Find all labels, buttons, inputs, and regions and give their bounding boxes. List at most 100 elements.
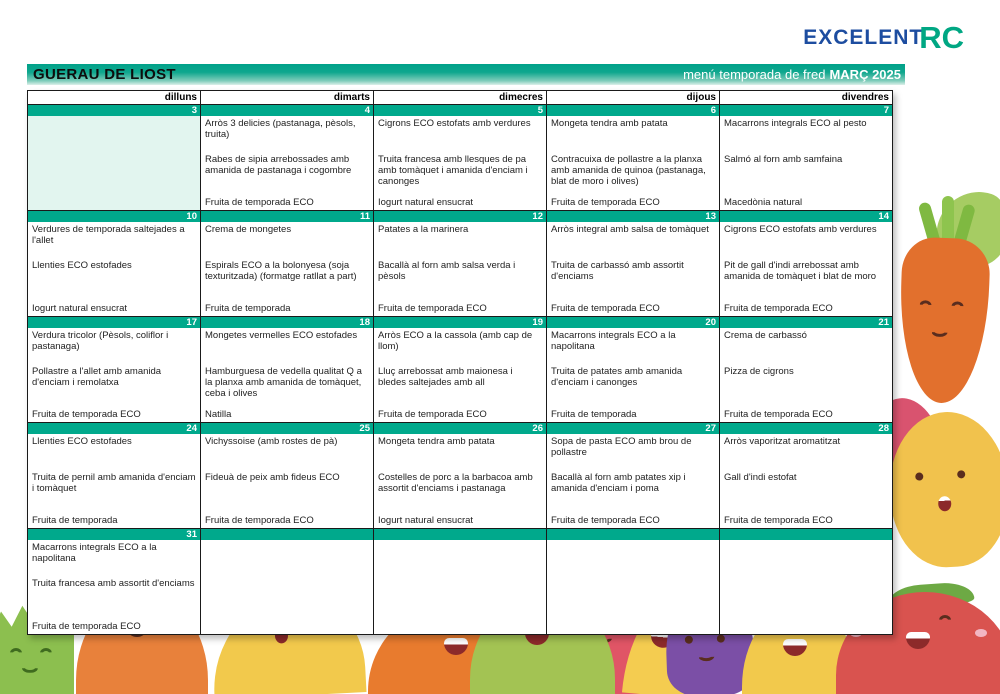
menu-item-first-course: Patates a la marinera [378, 224, 469, 235]
mouth-icon [905, 631, 930, 649]
menu-item-dessert: Iogurt natural ensucrat [378, 196, 474, 208]
menu-calendar-table: dilluns dimarts dimecres dijous divendres 3 4 5… [27, 90, 893, 635]
menu-item-dessert: Fruita de temporada ECO [551, 302, 660, 314]
date-cell: 26 [373, 422, 547, 434]
mouth-icon [128, 632, 145, 638]
day-menu-cell: Macarrons integrals ECO al pesto Salmó al… [719, 116, 893, 211]
day-menu-cell: Mongeta tendra amb patata Costelles de po… [373, 434, 547, 529]
menu-item-first-course: Macarrons integrals ECO al pesto [724, 118, 867, 129]
eye-icon [939, 614, 952, 620]
date-cell: 18 [200, 316, 374, 328]
day-menu-cell: Sopa de pasta ECO amb brou de pollastre B… [546, 434, 720, 529]
menu-item-dessert: Fruita de temporada ECO [724, 514, 833, 526]
menu-item-first-course [32, 118, 196, 154]
logo-text-green: RC [919, 20, 964, 55]
date-cell: 6 [546, 104, 720, 116]
menu-item-first-course: Arròs 3 delicies (pastanaga, pèsols, tru… [205, 118, 356, 141]
day-header: dimecres [373, 90, 547, 105]
menu-item-second-course [205, 578, 369, 632]
menu-item-first-course: Mongeta tendra amb patata [551, 118, 668, 129]
menu-item-dessert: Fruita de temporada ECO [378, 302, 487, 314]
menu-item-second-course: Truita de pernil amb amanida d'enciam i … [32, 472, 196, 495]
date-cell: 24 [27, 422, 201, 434]
menu-item-dessert: Fruita de temporada [32, 514, 118, 526]
menu-item-second-course: Gall d'indi estofat [724, 472, 797, 483]
eye-icon [915, 472, 924, 481]
school-name: GUERAU DE LIOST [33, 66, 176, 83]
day-menu-cell: Llenties ECO estofades Truita de pernil a… [27, 434, 201, 529]
day-menu-cell: Arròs 3 delicies (pastanaga, pèsols, tru… [200, 116, 374, 211]
menu-item-dessert: Iogurt natural ensucrat [378, 514, 474, 526]
date-cell [546, 528, 720, 540]
menu-item-first-course: Arròs integral amb salsa de tomàquet [551, 224, 709, 235]
day-menu-cell: Arròs ECO a la cassola (amb cap de llom)… [373, 328, 547, 423]
menu-item-first-course: Verdures de temporada saltejades a l'all… [32, 224, 185, 247]
menu-row: Llenties ECO estofades Truita de pernil a… [27, 434, 893, 529]
menu-item-second-course: Bacallà al forn amb patates xip i amanid… [551, 472, 686, 495]
date-cell: 3 [27, 104, 201, 116]
date-row: 31 [27, 528, 893, 540]
day-menu-cell: Arròs vaporitzat aromatitzat Gall d'indi … [719, 434, 893, 529]
date-cell: 25 [200, 422, 374, 434]
menu-item-second-course: Contracuixa de pollastre a la planxa amb… [551, 154, 706, 188]
menu-item-first-course: Crema de mongetes [205, 224, 292, 235]
day-menu-cell [719, 540, 893, 635]
menu-item-second-course: Truita francesa amb assortit d'enciams [32, 578, 195, 589]
menu-item-dessert: Macedònia natural [724, 196, 803, 208]
eye-icon [716, 633, 726, 643]
logo-text-blue: EXCELENT [803, 26, 924, 49]
day-menu-cell: Verdura tricolor (Pèsols, coliflor i pas… [27, 328, 201, 423]
menu-item-dessert: Fruita de temporada ECO [32, 408, 141, 420]
day-header: dimarts [200, 90, 374, 105]
day-menu-cell: Cigrons ECO estofats amb verdures Truita … [373, 116, 547, 211]
menu-item-second-course: Bacallà al forn amb salsa verda i pèsols [378, 260, 516, 283]
date-row: 17 18 19 20 21 [27, 316, 893, 328]
day-header: divendres [719, 90, 893, 105]
menu-item-first-course: Vichyssoise (amb rostes de pà) [205, 436, 338, 447]
menu-item-second-course: Truita francesa amb llesques de pa amb t… [378, 154, 528, 188]
cheek-icon [974, 629, 987, 638]
date-cell: 19 [373, 316, 547, 328]
date-cell [373, 528, 547, 540]
menu-item-first-course [205, 542, 369, 578]
date-cell: 7 [719, 104, 893, 116]
menu-item-second-course: Rabes de sipia arrebossades amb amanida … [205, 154, 352, 177]
apple-yellow-character-right [886, 409, 1000, 570]
date-cell: 17 [27, 316, 201, 328]
menu-item-second-course: Hamburguesa de vedella qualitat Q a la p… [205, 366, 362, 400]
menu-item-dessert: Fruita de temporada ECO [724, 408, 833, 420]
date-cell: 28 [719, 422, 893, 434]
menu-item-first-course: Verdura tricolor (Pèsols, coliflor i pas… [32, 330, 169, 353]
menu-subtitle-season: menú temporada de fred [683, 67, 826, 82]
menu-item-first-course: Macarrons integrals ECO a la napolitana [551, 330, 676, 353]
menu-item-first-course: Crema de carbassó [724, 330, 807, 341]
menu-item-second-course: Llenties ECO estofades [32, 260, 132, 271]
menu-item-second-course [551, 578, 715, 632]
menu-item-first-course: Cigrons ECO estofats amb verdures [378, 118, 531, 129]
menu-item-dessert: Fruita de temporada ECO [378, 408, 487, 420]
date-row: 24 25 26 27 28 [27, 422, 893, 434]
date-cell [200, 528, 374, 540]
carrot-character-right [897, 236, 991, 405]
date-cell: 13 [546, 210, 720, 222]
menu-subtitle-month: MARÇ 2025 [829, 67, 901, 82]
date-cell: 31 [27, 528, 201, 540]
menu-item-first-course: Mongeta tendra amb patata [378, 436, 495, 447]
day-header: dilluns [27, 90, 201, 105]
menu-item-second-course: Costelles de porc a la barbacoa amb asso… [378, 472, 533, 495]
mouth-icon [783, 638, 808, 656]
menu-item-second-course: Pollastre a l'allet amb amanida d'enciam… [32, 366, 162, 389]
menu-item-first-course: Llenties ECO estofades [32, 436, 132, 447]
menu-item-first-course [724, 542, 888, 578]
date-cell: 12 [373, 210, 547, 222]
menu-row: Verdura tricolor (Pèsols, coliflor i pas… [27, 328, 893, 423]
menu-item-first-course: Mongetes vermelles ECO estofades [205, 330, 358, 341]
day-menu-cell: Macarrons integrals ECO a la napolitana T… [546, 328, 720, 423]
menu-item-second-course: Truita de carbassó amb assortit d'enciam… [551, 260, 684, 283]
day-menu-cell [200, 540, 374, 635]
date-cell [719, 528, 893, 540]
menu-item-first-course [378, 542, 542, 578]
menu-row: Macarrons integrals ECO a la napolitana T… [27, 540, 893, 635]
menu-item-first-course: Cigrons ECO estofats amb verdures [724, 224, 877, 235]
